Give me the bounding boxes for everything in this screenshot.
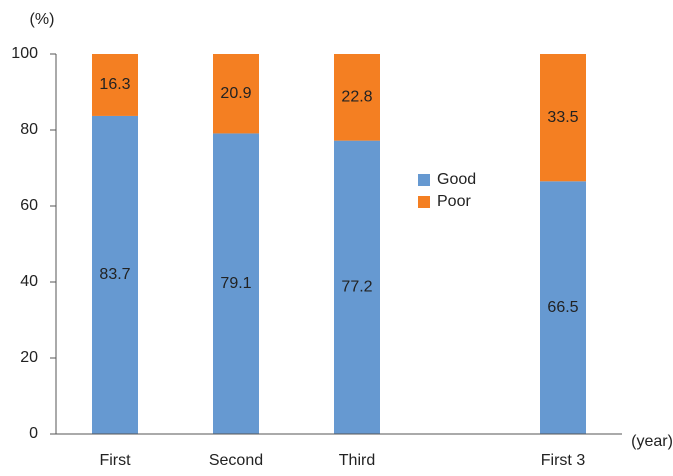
x-tick-label: Third	[339, 452, 375, 469]
value-label: 16.3	[99, 76, 130, 93]
value-label: 33.5	[547, 109, 578, 126]
legend-label: Poor	[437, 193, 471, 210]
legend-label: Good	[437, 171, 476, 188]
x-tick-label: First	[99, 452, 131, 469]
value-label: 79.1	[220, 275, 251, 292]
y-axis-label: (%)	[30, 11, 55, 28]
value-label: 77.2	[341, 279, 372, 296]
y-tick-label: 20	[20, 349, 38, 366]
y-tick-label: 0	[29, 425, 38, 442]
y-tick-label: 60	[20, 197, 38, 214]
value-label: 20.9	[220, 85, 251, 102]
y-tick-label: 80	[20, 121, 38, 138]
x-tick-label: Second	[209, 452, 263, 469]
bar-segment	[213, 133, 259, 435]
y-tick-label: 40	[20, 273, 38, 290]
y-tick-label: 100	[11, 45, 38, 62]
bar-segment	[213, 54, 259, 134]
legend-swatch	[418, 196, 430, 208]
x-axis-label: (year)	[631, 433, 673, 450]
bar-segment	[334, 54, 380, 141]
bar-segment	[92, 54, 138, 116]
x-tick-label: First 3	[541, 452, 586, 469]
bar-segment	[540, 54, 586, 182]
bar-segment	[334, 140, 380, 434]
legend-swatch	[418, 174, 430, 186]
value-label: 22.8	[341, 89, 372, 106]
value-label: 83.7	[99, 266, 130, 283]
bar-segment	[92, 115, 138, 434]
bar-segment	[540, 181, 586, 434]
value-label: 66.5	[547, 299, 578, 316]
